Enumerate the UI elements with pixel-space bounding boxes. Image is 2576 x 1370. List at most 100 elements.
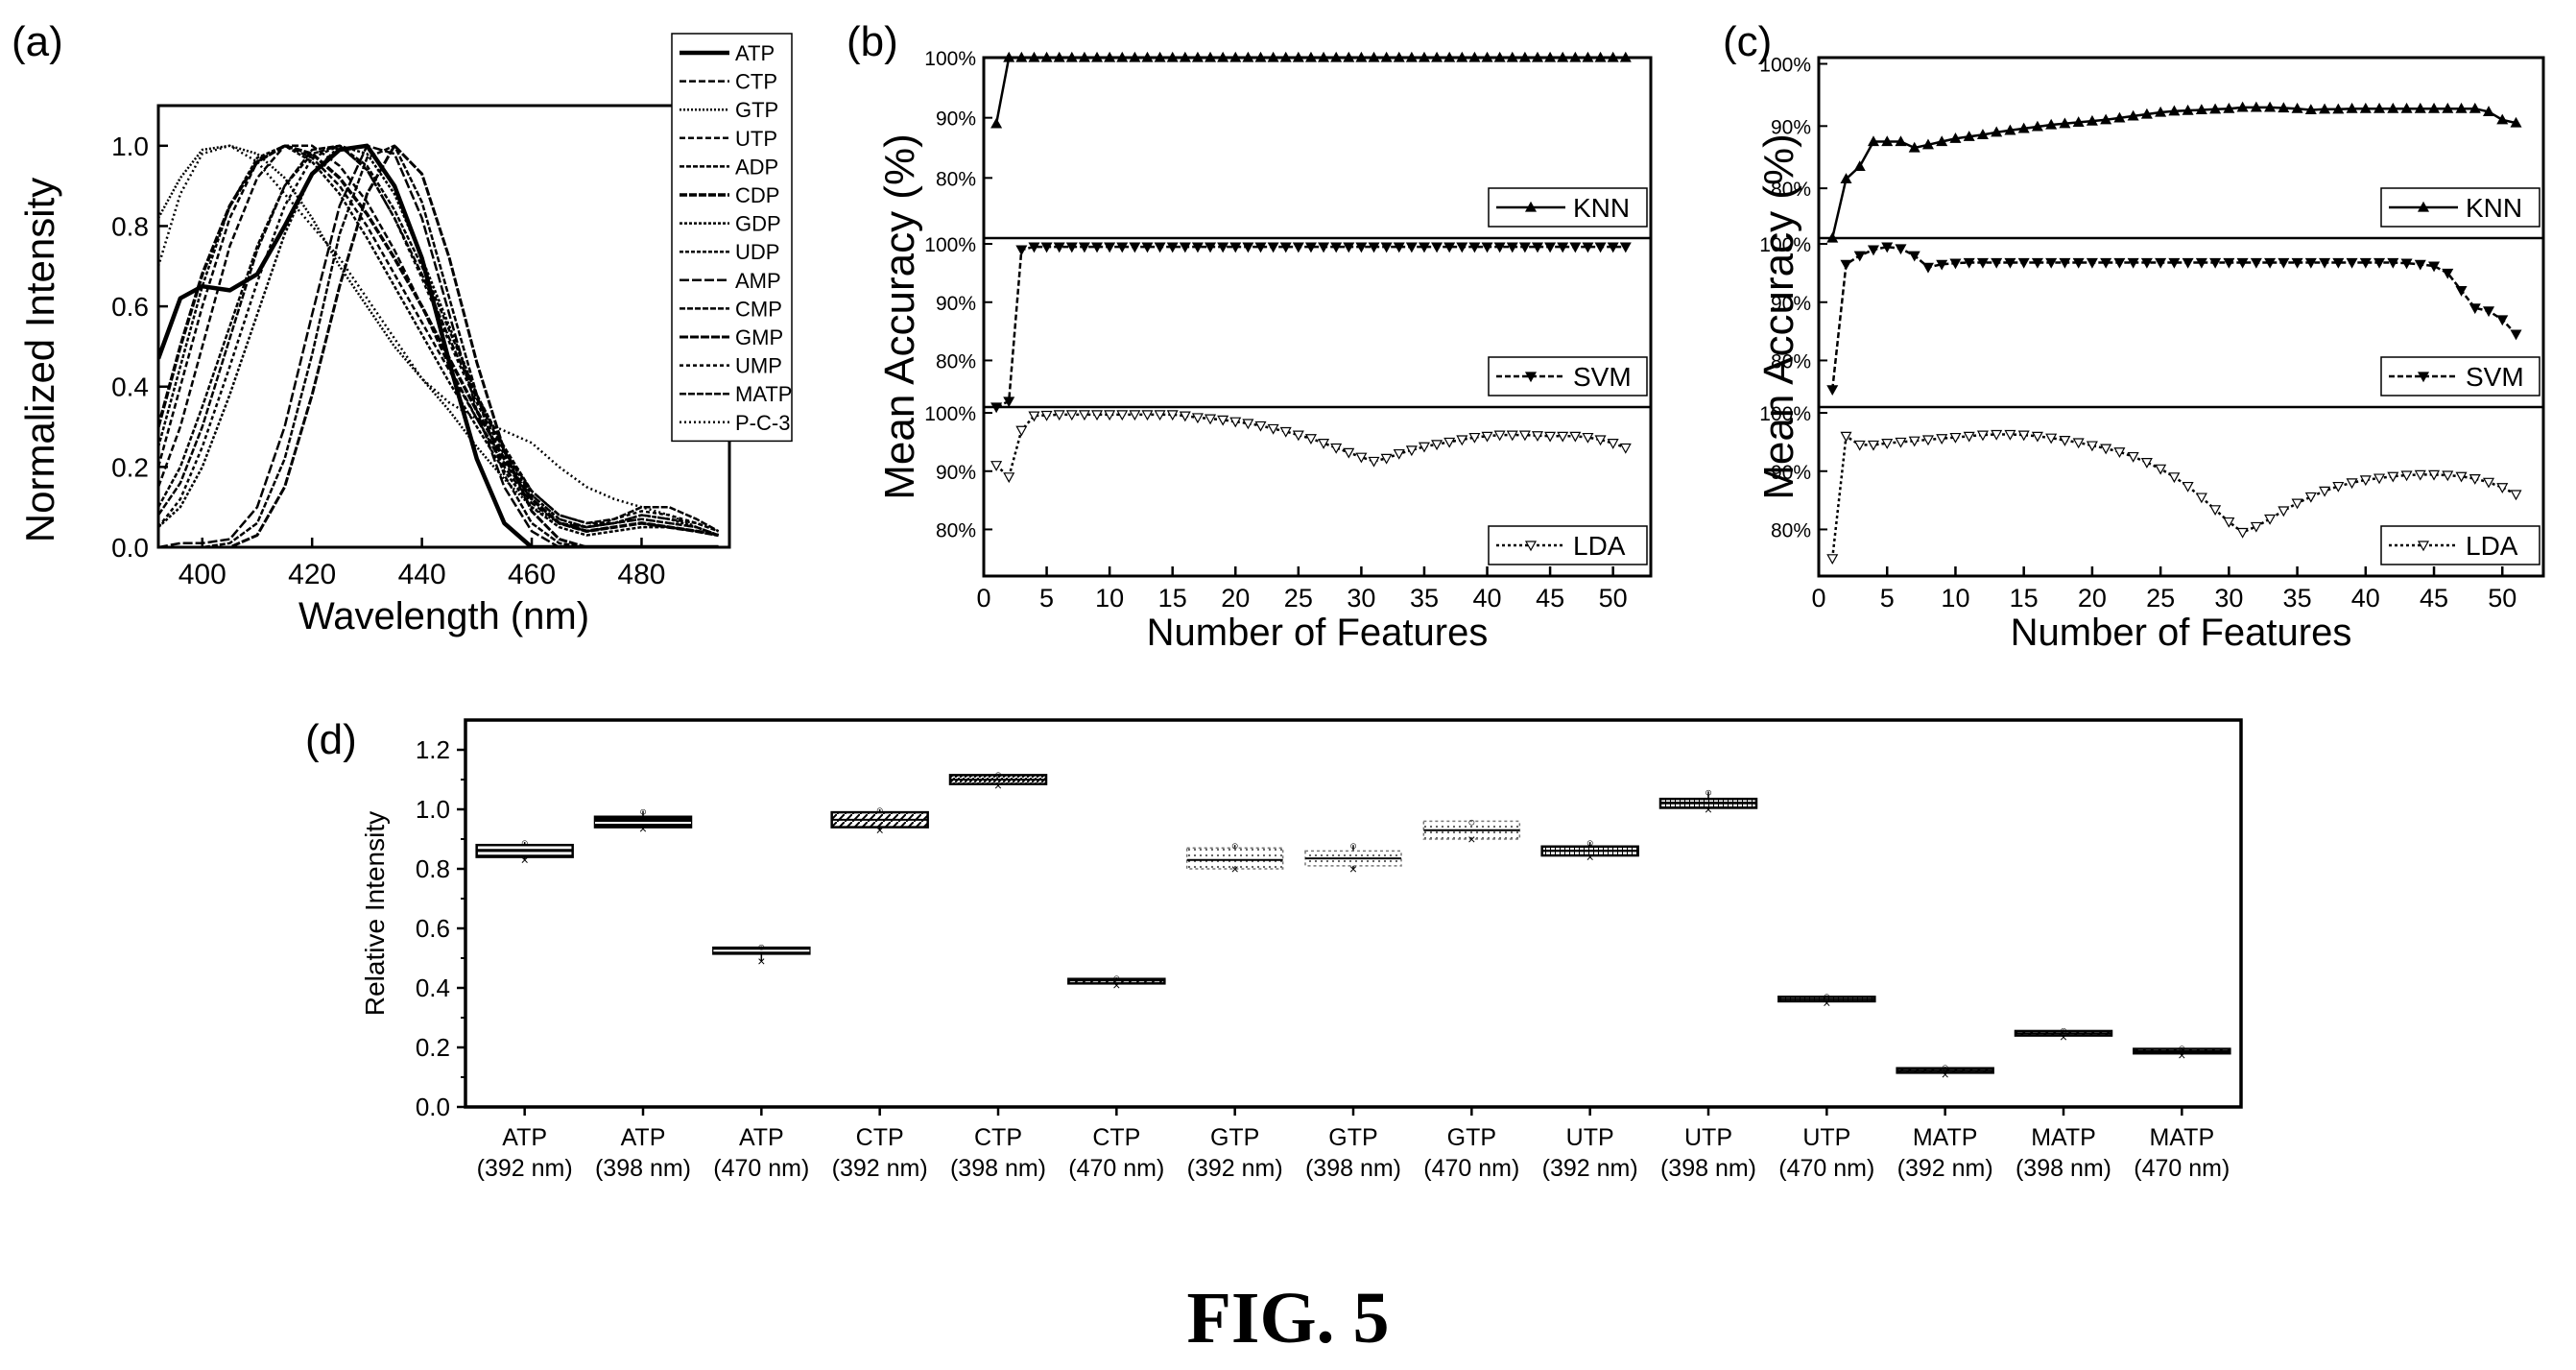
x-tick-label: 420 bbox=[288, 559, 336, 590]
x-tick-sublabel: (392 nm) bbox=[1187, 1155, 1283, 1182]
data-point-lda bbox=[1154, 410, 1166, 421]
data-point-lda bbox=[1217, 415, 1229, 426]
data-point-lda bbox=[1544, 431, 1557, 443]
box-max-marker: ○ bbox=[639, 805, 647, 819]
y-tick-label: 80% bbox=[1771, 519, 1811, 541]
data-point-svm bbox=[2155, 257, 2167, 269]
data-point-knn bbox=[2400, 102, 2413, 113]
data-point-knn bbox=[2059, 117, 2071, 129]
data-point-svm bbox=[1619, 242, 1632, 253]
data-point-svm bbox=[1065, 242, 1078, 253]
data-point-knn bbox=[1976, 129, 1989, 139]
data-point-lda bbox=[1065, 410, 1078, 421]
data-point-lda bbox=[990, 461, 1003, 471]
data-point-knn bbox=[1963, 131, 1975, 141]
x-tick-sublabel: (392 nm) bbox=[477, 1155, 573, 1182]
data-point-lda bbox=[2319, 486, 2331, 497]
data-point-knn bbox=[2168, 105, 2181, 116]
data-point-svm bbox=[1355, 242, 1368, 253]
data-point-svm bbox=[1304, 242, 1317, 253]
legend-label: SVM bbox=[2466, 362, 2524, 392]
series-line-knn bbox=[994, 56, 1626, 125]
box-min-marker: × bbox=[1349, 861, 1357, 877]
data-point-svm bbox=[2250, 257, 2262, 269]
data-point-svm bbox=[2442, 268, 2454, 279]
data-point-lda bbox=[2373, 473, 2386, 485]
legend-label: GTP bbox=[735, 98, 778, 122]
box-min-marker: × bbox=[994, 778, 1002, 793]
data-point-knn bbox=[1129, 51, 1141, 62]
data-point-knn bbox=[1090, 51, 1104, 62]
data-point-lda bbox=[1895, 437, 1907, 448]
x-tick-label: 480 bbox=[617, 559, 665, 590]
data-point-knn bbox=[1936, 135, 1948, 147]
box-min-marker: × bbox=[1705, 802, 1712, 817]
data-point-lda bbox=[2195, 493, 2207, 504]
series-line-lda bbox=[995, 413, 1627, 480]
data-point-lda bbox=[2359, 475, 2372, 487]
x-tick-label: 10 bbox=[1941, 584, 1969, 613]
data-point-svm bbox=[1518, 242, 1531, 253]
data-point-knn bbox=[1355, 51, 1368, 62]
x-tick-sublabel: (398 nm) bbox=[2015, 1155, 2111, 1182]
x-tick-sublabel: (398 nm) bbox=[950, 1155, 1046, 1182]
box-max-marker: ○ bbox=[1467, 814, 1475, 829]
data-point-svm bbox=[2223, 257, 2235, 269]
legend-box bbox=[671, 33, 793, 443]
data-point-lda bbox=[1179, 411, 1191, 422]
data-point-knn bbox=[2291, 102, 2303, 113]
y-tick-label: 0.4 bbox=[111, 373, 149, 402]
y-tick-label: 0.0 bbox=[111, 533, 149, 563]
box-min-marker: × bbox=[639, 821, 647, 836]
series-line-gmp bbox=[158, 144, 719, 547]
box-min-marker: × bbox=[2178, 1047, 2185, 1063]
data-point-knn bbox=[1242, 51, 1254, 62]
data-point-lda bbox=[2086, 441, 2098, 452]
series-line-amp bbox=[158, 144, 719, 547]
x-tick-label: 460 bbox=[508, 559, 556, 590]
data-point-lda bbox=[1867, 440, 1880, 451]
data-point-svm bbox=[1607, 242, 1619, 253]
data-point-knn bbox=[2140, 108, 2153, 119]
data-point-svm bbox=[1976, 257, 1989, 269]
data-point-lda bbox=[1304, 434, 1317, 445]
data-point-svm bbox=[1179, 242, 1191, 253]
x-tick-label: 0 bbox=[1811, 584, 1825, 613]
data-point-knn bbox=[2469, 102, 2481, 113]
data-point-knn bbox=[990, 117, 1003, 129]
data-point-svm bbox=[2004, 257, 2016, 269]
data-point-svm bbox=[1104, 242, 1116, 253]
data-point-knn bbox=[1908, 141, 1920, 153]
data-point-knn bbox=[2414, 102, 2426, 113]
y-tick-label: 100% bbox=[1759, 234, 1811, 256]
y-tick-label: 0.4 bbox=[416, 973, 450, 1002]
data-point-knn bbox=[1867, 135, 1880, 147]
data-point-svm bbox=[1853, 251, 1866, 262]
figure-caption: FIG. 5 bbox=[1186, 1278, 1390, 1358]
series-line-ctp bbox=[158, 144, 720, 537]
data-point-knn bbox=[2236, 101, 2249, 112]
legend-marker bbox=[2417, 541, 2430, 552]
x-tick-sublabel: (470 nm) bbox=[1778, 1155, 1874, 1182]
data-point-knn bbox=[1405, 51, 1418, 62]
data-point-lda bbox=[1191, 413, 1204, 424]
x-tick-label: ATP bbox=[621, 1124, 666, 1151]
y-tick-label: 0.0 bbox=[416, 1093, 450, 1121]
data-point-svm bbox=[1040, 242, 1053, 253]
data-point-svm bbox=[2319, 257, 2331, 269]
data-point-lda bbox=[2140, 458, 2153, 469]
data-point-lda bbox=[2168, 472, 2181, 484]
data-point-knn bbox=[1619, 51, 1632, 62]
data-point-svm bbox=[1015, 245, 1028, 256]
x-tick-label: 0 bbox=[976, 584, 990, 613]
data-point-svm bbox=[1867, 245, 1880, 256]
data-point-lda bbox=[1506, 430, 1518, 442]
data-point-knn bbox=[2496, 113, 2509, 125]
y-tick-label: 80% bbox=[936, 168, 976, 190]
x-tick-sublabel: (470 nm) bbox=[1423, 1155, 1519, 1182]
data-point-knn bbox=[2017, 122, 2030, 133]
data-point-knn bbox=[2113, 111, 2126, 123]
data-point-knn bbox=[2182, 104, 2194, 115]
data-point-lda bbox=[1936, 434, 1948, 445]
data-point-knn bbox=[1304, 51, 1317, 62]
